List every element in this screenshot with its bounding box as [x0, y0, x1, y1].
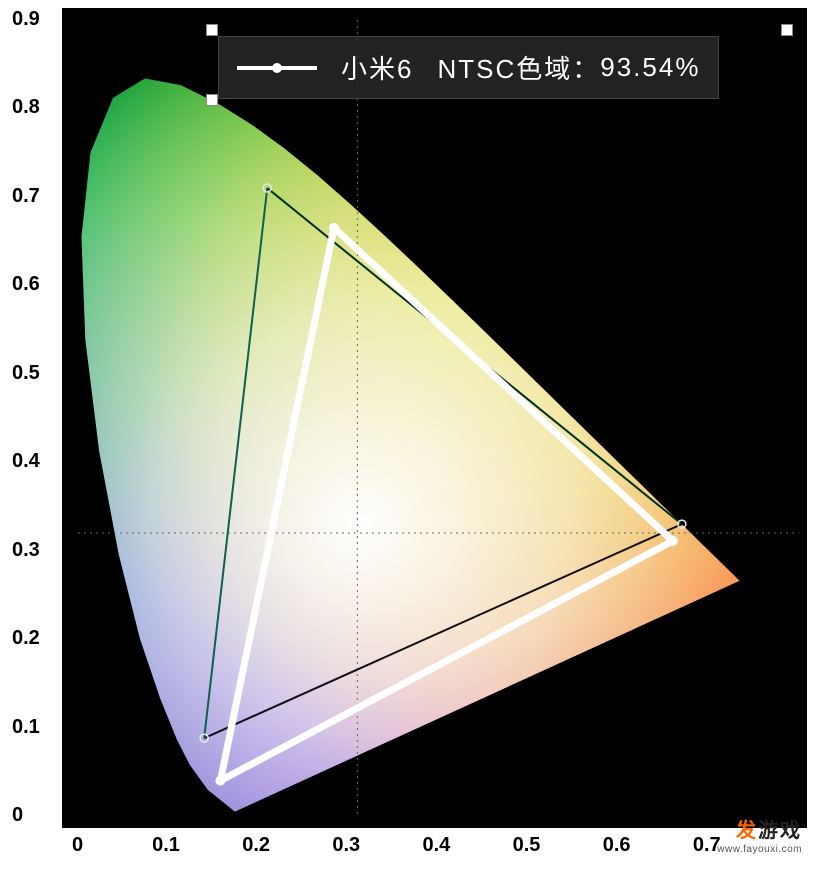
x-tick-label: 0.2 — [242, 834, 270, 857]
y-tick-label: 0.6 — [12, 273, 40, 296]
y-tick-label: 0.5 — [12, 362, 40, 385]
chromaticity-chart: 0 0.1 0.2 0.3 0.4 0.5 0.6 0.7 0.8 0.9 0 0.1 0.2 0.3 0… — [0, 0, 814, 875]
selection-handle[interactable] — [206, 24, 218, 36]
x-tick-label: 0.4 — [423, 834, 451, 857]
y-tick-label: 0.4 — [12, 450, 40, 473]
y-tick-label: 0.1 — [12, 716, 40, 739]
plot-area — [62, 8, 807, 828]
x-tick-label: 0.5 — [513, 834, 541, 857]
y-tick-label: 0.3 — [12, 539, 40, 562]
x-tick-label: 0 — [72, 834, 83, 857]
watermark-url: www.fayouxi.com — [717, 844, 802, 855]
y-tick-label: 0.2 — [12, 627, 40, 650]
watermark-logo: 发游戏 — [736, 814, 802, 843]
y-tick-label: 0 — [12, 804, 23, 827]
x-tick-label: 0.3 — [332, 834, 360, 857]
x-tick-label: 0.1 — [152, 834, 180, 857]
legend-value: 93.54% — [600, 52, 700, 83]
chart-canvas — [62, 8, 807, 828]
y-tick-label: 0.9 — [12, 8, 40, 31]
selection-handle[interactable] — [781, 24, 793, 36]
watermark-suffix: 游戏 — [758, 820, 802, 842]
legend-device-label: 小米6 — [341, 49, 413, 86]
selection-handle[interactable] — [206, 94, 218, 106]
legend-box: 小米6 NTSC色域： 93.54% — [218, 36, 719, 99]
y-tick-label: 0.7 — [12, 185, 40, 208]
x-tick-label: 0.6 — [603, 834, 631, 857]
legend-metric-label: NTSC色域： — [437, 49, 600, 86]
legend-line-sample — [237, 66, 317, 70]
watermark-prefix: 发 — [736, 820, 758, 842]
y-tick-label: 0.8 — [12, 96, 40, 119]
